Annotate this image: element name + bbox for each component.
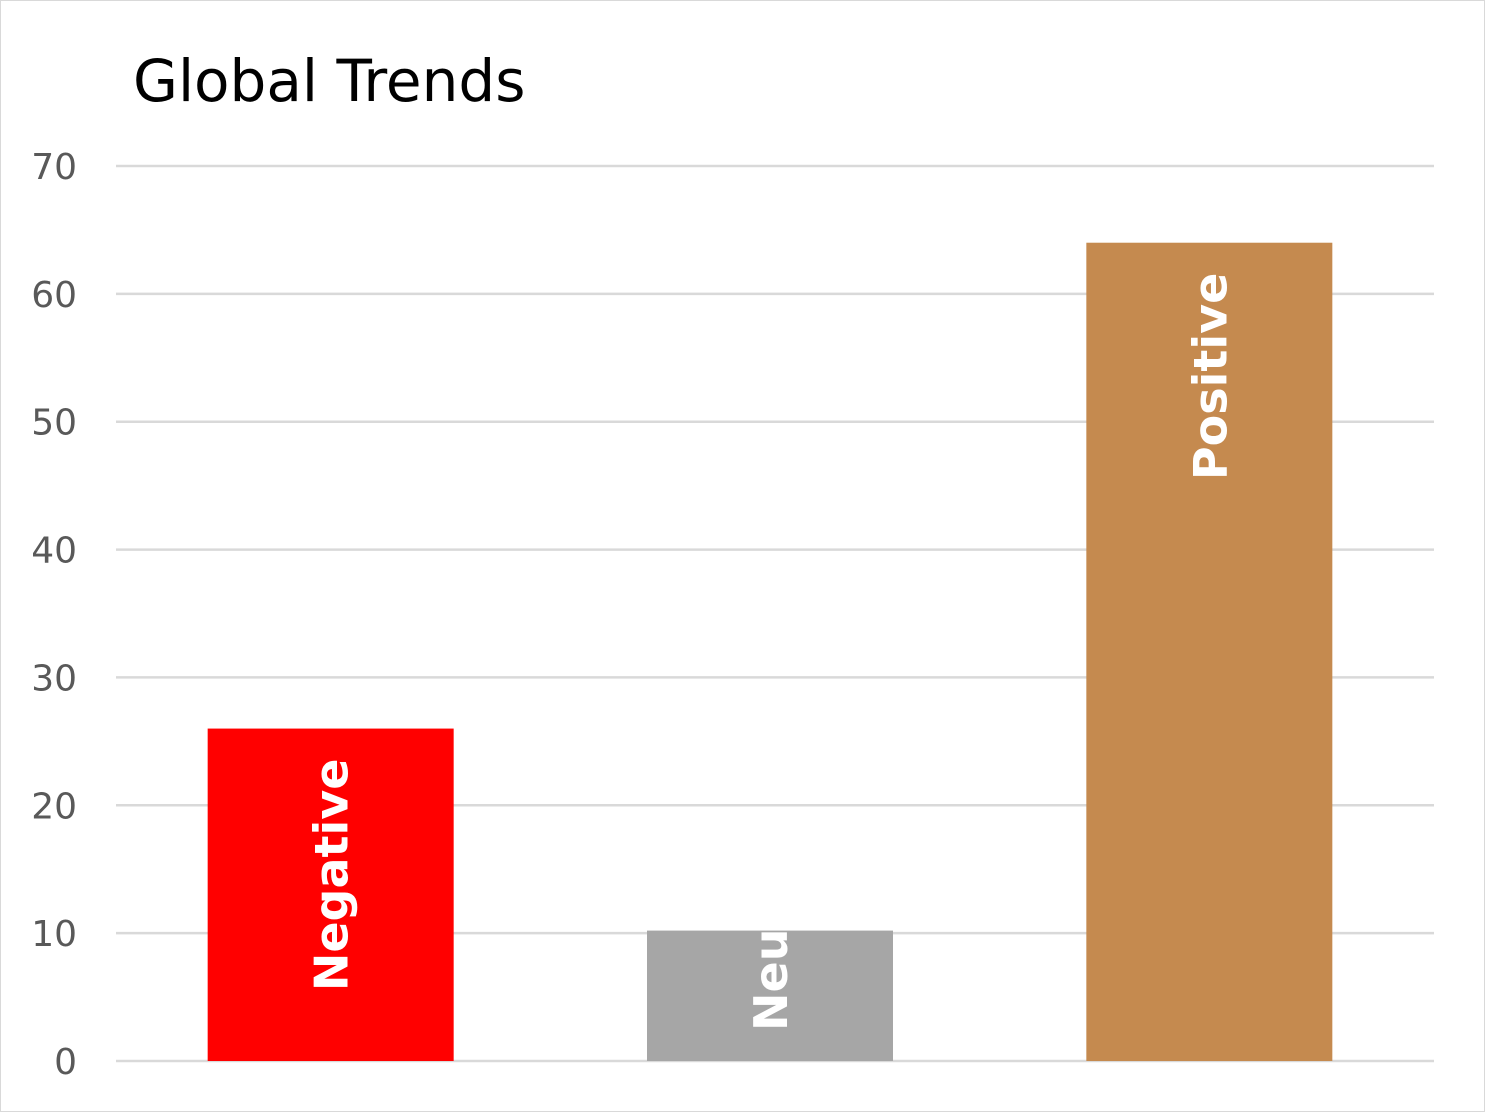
y-tick-label: 10 bbox=[31, 914, 77, 955]
bar-neutral bbox=[647, 930, 893, 1061]
y-tick-label: 0 bbox=[54, 1042, 77, 1083]
data-label: Positive bbox=[1183, 273, 1237, 480]
y-tick-label: 60 bbox=[31, 275, 77, 316]
bar-negative bbox=[207, 728, 454, 1061]
y-tick-label: 40 bbox=[31, 531, 77, 572]
y-tick-label: 70 bbox=[31, 147, 77, 188]
bar-positive bbox=[1086, 242, 1333, 1061]
data-label: Negative bbox=[305, 759, 359, 992]
y-tick-label: 50 bbox=[31, 403, 77, 444]
chart-title: Global Trends bbox=[133, 47, 525, 115]
y-tick-label: 20 bbox=[31, 786, 77, 827]
data-label: Neutral bbox=[744, 837, 798, 1031]
y-tick-label: 30 bbox=[31, 658, 77, 699]
